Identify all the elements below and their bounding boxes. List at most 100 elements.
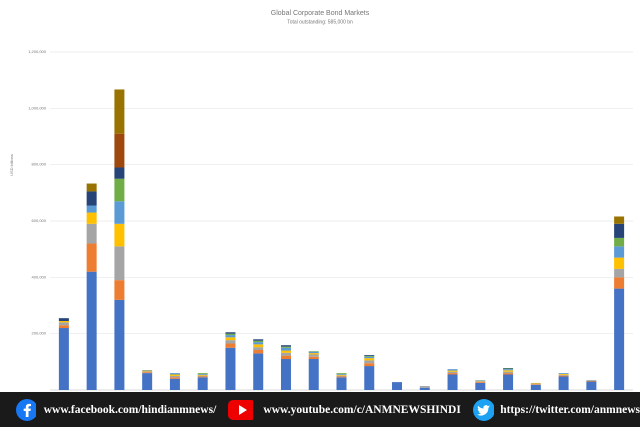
bar-segment bbox=[114, 299, 125, 390]
bar-segment bbox=[142, 371, 153, 373]
bar-segment bbox=[86, 212, 97, 224]
bar-segment bbox=[280, 346, 291, 348]
footer-bar: www.facebook.com/hindianmnews/ www.youtu… bbox=[0, 392, 640, 427]
bar-segment bbox=[558, 375, 569, 377]
bar-segment bbox=[142, 370, 153, 371]
bar-segment bbox=[197, 373, 208, 374]
bar-segment bbox=[58, 318, 69, 321]
bar-segment bbox=[280, 347, 291, 351]
bar-segment bbox=[169, 375, 180, 378]
bar-segment bbox=[253, 344, 264, 348]
bar-segment bbox=[169, 377, 180, 379]
bar-segment bbox=[530, 384, 541, 390]
bar-segment bbox=[280, 355, 291, 360]
bar-segment bbox=[58, 325, 69, 329]
y-tick-label: 200,000 bbox=[32, 331, 47, 336]
bar-segment bbox=[308, 353, 319, 355]
chart-subtitle: Total outstanding: 585,000 bn bbox=[287, 19, 353, 25]
bar-segment bbox=[475, 382, 486, 383]
bar-segment bbox=[197, 375, 208, 377]
bar-segment bbox=[336, 377, 347, 390]
bar-segment bbox=[253, 347, 264, 351]
bar-segment bbox=[614, 288, 625, 390]
bar-segment bbox=[114, 89, 125, 134]
bar-segment bbox=[558, 374, 569, 376]
bar-segment bbox=[86, 223, 97, 244]
bar-segment bbox=[197, 373, 208, 375]
bar-segment bbox=[364, 360, 375, 364]
bar-segment bbox=[364, 363, 375, 367]
bar-segment bbox=[503, 370, 514, 372]
bar-segment bbox=[114, 201, 125, 224]
bar-segment bbox=[419, 387, 430, 390]
bar-segment bbox=[558, 376, 569, 390]
y-tick-label: 1,200,000 bbox=[28, 49, 47, 54]
youtube-icon bbox=[228, 399, 254, 420]
bar-segment bbox=[86, 271, 97, 390]
footer-link[interactable]: www.facebook.com/hindianmnews/ bbox=[43, 403, 217, 416]
bar-segment bbox=[253, 350, 264, 354]
bar-segment bbox=[225, 332, 236, 334]
bar-segment bbox=[336, 375, 347, 377]
bar-segment bbox=[503, 373, 514, 375]
bar-segment bbox=[253, 339, 264, 341]
bar-segment bbox=[169, 374, 180, 376]
bar-segment bbox=[169, 378, 180, 390]
bar-segment bbox=[308, 351, 319, 354]
bar-segment bbox=[419, 386, 430, 388]
bar-segment bbox=[447, 371, 458, 374]
y-tick-label: 600,000 bbox=[32, 218, 47, 223]
bar-segment bbox=[142, 370, 153, 372]
bar-segment bbox=[336, 373, 347, 374]
bar-segment bbox=[280, 359, 291, 390]
bar-segment bbox=[197, 376, 208, 378]
bar-segment bbox=[503, 368, 514, 369]
bar-segment bbox=[614, 246, 625, 258]
bar-segment bbox=[142, 373, 153, 390]
chart-title: Global Corporate Bond Markets bbox=[271, 10, 370, 17]
bar-segment bbox=[253, 340, 264, 343]
bar-segment bbox=[308, 354, 319, 357]
bar-segment bbox=[308, 356, 319, 360]
bar-segment bbox=[86, 191, 97, 206]
chart: Global Corporate Bond Markets Total outs… bbox=[9, 10, 633, 391]
bar-segment bbox=[142, 372, 153, 374]
bar-segment bbox=[169, 373, 180, 375]
bar-segment bbox=[558, 373, 569, 374]
bar-segment bbox=[308, 359, 319, 390]
bar-segment bbox=[280, 352, 291, 356]
bar-segment bbox=[614, 237, 625, 247]
bar-segment bbox=[225, 340, 236, 344]
y-tick-label: 1,000,000 bbox=[28, 105, 47, 110]
bar-segment bbox=[447, 373, 458, 375]
bar-segment bbox=[614, 268, 625, 278]
bar-segment bbox=[86, 243, 97, 272]
bar-segment bbox=[225, 337, 236, 341]
bar-segment bbox=[503, 371, 514, 374]
bar-segment bbox=[475, 380, 486, 382]
twitter-icon bbox=[472, 398, 495, 421]
bar-segment bbox=[558, 373, 569, 375]
bar-segment bbox=[503, 374, 514, 390]
bar-segment bbox=[58, 320, 69, 323]
bar-segment bbox=[114, 280, 125, 300]
bar-segment bbox=[280, 350, 291, 353]
bar-segment bbox=[58, 328, 69, 390]
bar-segment bbox=[364, 356, 375, 359]
bar-segment bbox=[364, 358, 375, 361]
bar-segment bbox=[225, 343, 236, 348]
bar-segment bbox=[475, 380, 486, 381]
bar-segment bbox=[114, 178, 125, 202]
bar-segment bbox=[253, 342, 264, 345]
bar-segment bbox=[475, 382, 486, 390]
bar-segment bbox=[308, 351, 319, 352]
bar-segment bbox=[530, 384, 541, 385]
bar-segment bbox=[530, 383, 541, 385]
y-tick-label: 800,000 bbox=[32, 162, 47, 167]
footer-link[interactable]: https://twitter.com/anmnews bbox=[500, 403, 640, 416]
bar-segment bbox=[336, 373, 347, 375]
y-tick-label: 400,000 bbox=[32, 274, 47, 279]
footer-link[interactable]: www.youtube.com/c/ANMNEWSHINDI bbox=[263, 403, 461, 416]
bar-segment bbox=[447, 374, 458, 390]
